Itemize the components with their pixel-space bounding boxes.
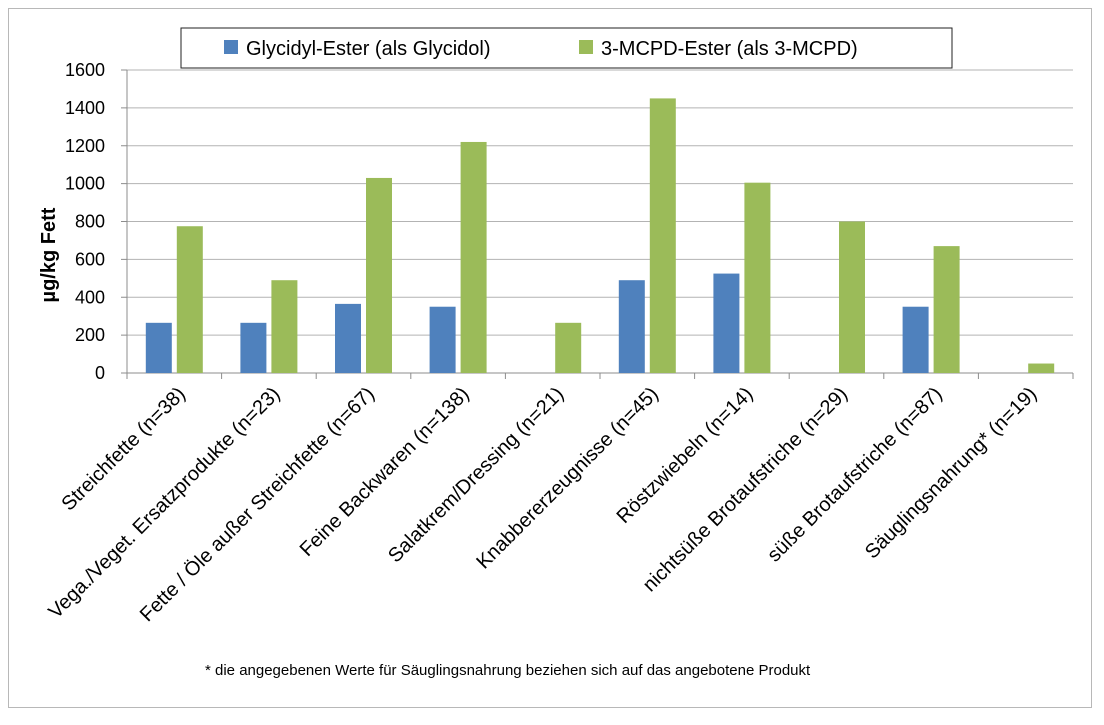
footnote: * die angegebenen Werte für Säuglingsnah…	[205, 662, 811, 679]
bar-glycidyl	[335, 303, 361, 373]
bar-glycidyl	[240, 322, 267, 373]
legend-swatch	[579, 40, 593, 54]
bar-glycidyl	[618, 280, 645, 373]
bar-mcpd	[649, 98, 676, 373]
x-category-label: Knabbererzeugnisse (n=45)	[472, 383, 662, 573]
y-tick-label: 0	[95, 363, 105, 383]
y-tick-label: 800	[75, 212, 105, 232]
bar-mcpd	[555, 322, 582, 373]
y-tick-label: 1400	[65, 98, 105, 118]
x-category-label: Säuglingsnahrung* (n=19)	[861, 383, 1041, 563]
bar-glycidyl	[429, 306, 456, 373]
bar-mcpd	[366, 177, 392, 373]
y-tick-label: 1200	[65, 136, 105, 156]
bar-glycidyl	[713, 273, 740, 373]
x-category-label: Salatkrem/Dressing (n=21)	[384, 383, 568, 567]
bar-glycidyl	[902, 306, 929, 373]
bar-mcpd	[744, 182, 771, 373]
y-tick-label: 200	[75, 325, 105, 345]
bar-mcpd	[933, 246, 960, 373]
bar-mcpd	[460, 141, 487, 373]
legend-label: 3-MCPD-Ester (als 3-MCPD)	[601, 38, 858, 60]
bar-glycidyl	[145, 322, 172, 373]
bar-mcpd	[1028, 363, 1055, 373]
x-category-label: süße Brotaufstriche (n=87)	[763, 383, 946, 566]
bar-mcpd	[176, 226, 203, 373]
y-tick-label: 400	[75, 287, 105, 307]
y-axis-label: µg/kg Fett	[38, 207, 60, 302]
bar-mcpd	[271, 280, 298, 373]
bar-mcpd	[839, 221, 865, 373]
legend-swatch	[224, 40, 238, 54]
y-tick-label: 1000	[65, 174, 105, 194]
legend-box	[180, 27, 953, 69]
y-tick-label: 600	[75, 249, 105, 269]
legend-label: Glycidyl-Ester (als Glycidol)	[246, 38, 490, 60]
x-category-label: Feine Backwaren (n=138)	[296, 383, 474, 561]
x-category-label: nichtsüße Brotaufstriche (n=29)	[639, 383, 852, 596]
y-tick-label: 1600	[65, 60, 105, 80]
